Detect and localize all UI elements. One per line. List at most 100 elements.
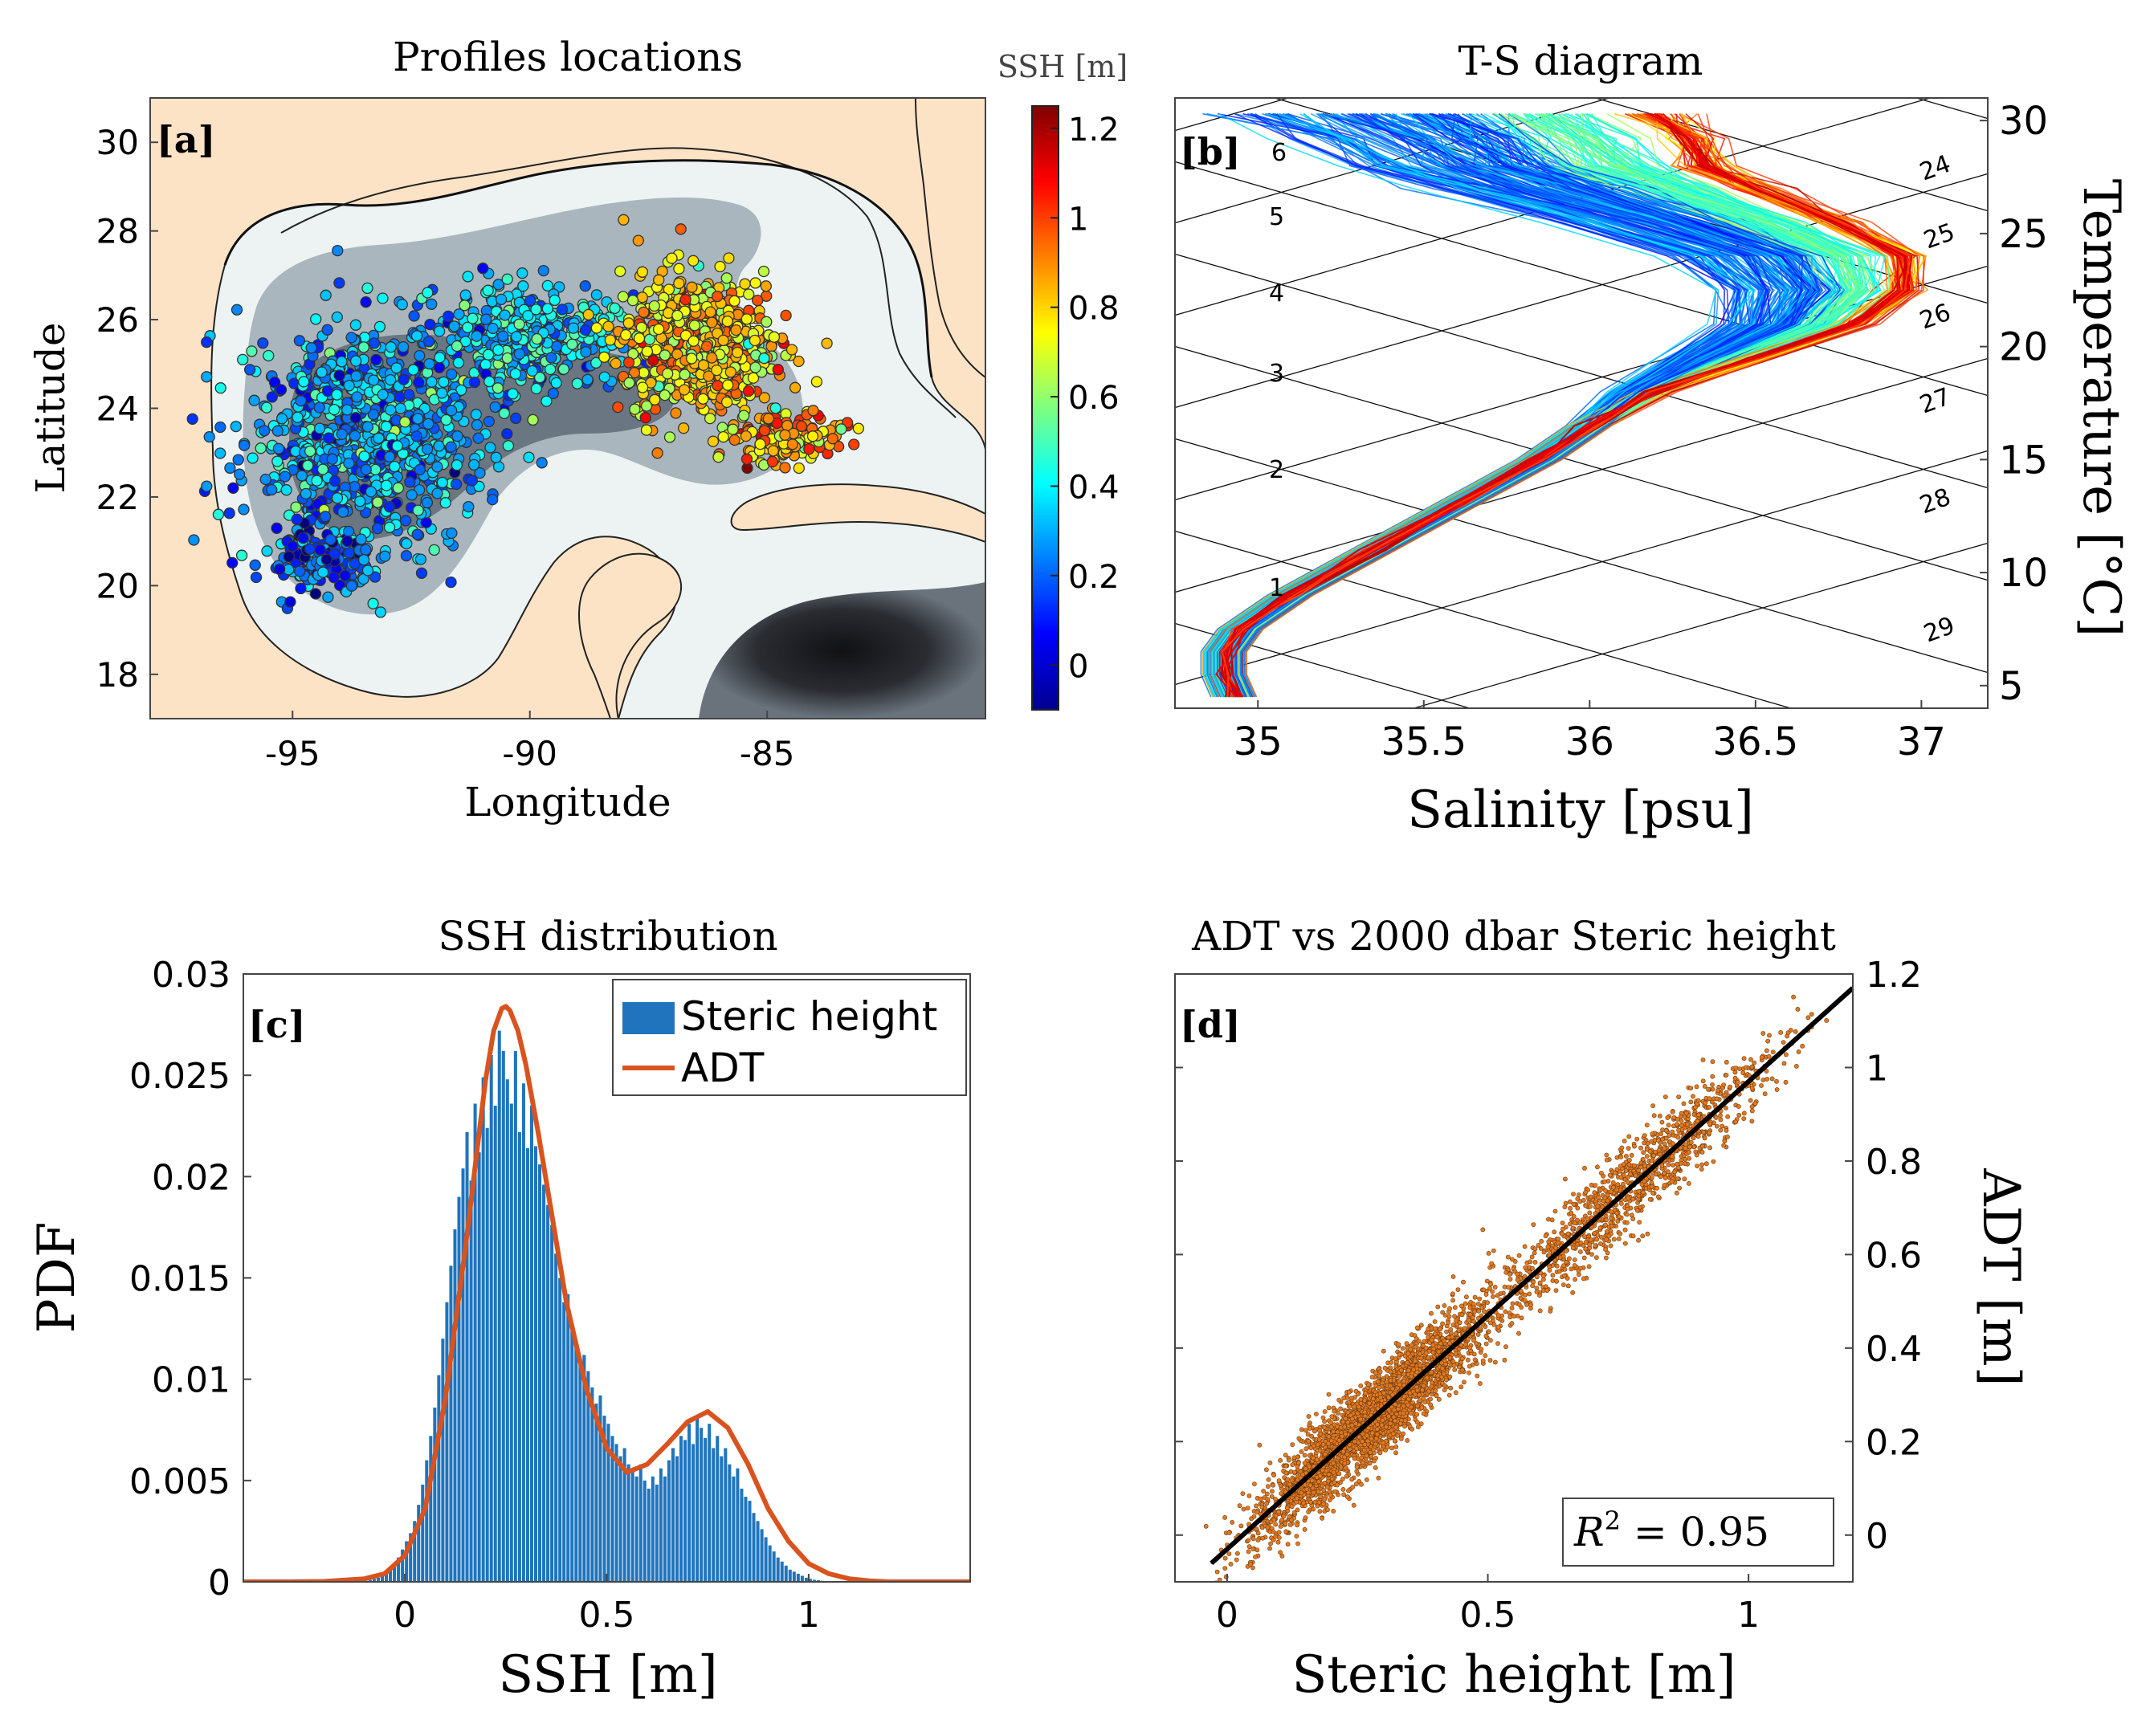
profile-point bbox=[284, 596, 296, 608]
y-tick-label: 25 bbox=[1999, 212, 2048, 257]
histogram-bar bbox=[626, 1464, 630, 1582]
scatter-point bbox=[1402, 1424, 1407, 1429]
profile-point bbox=[406, 489, 418, 501]
profile-point bbox=[467, 312, 479, 324]
x-tick-label: 0 bbox=[394, 1595, 416, 1636]
histogram-bar bbox=[804, 1577, 808, 1582]
profile-point bbox=[304, 445, 316, 458]
histogram-bar bbox=[712, 1448, 716, 1582]
scatter-point bbox=[1440, 1310, 1446, 1315]
histogram-bar bbox=[441, 1339, 445, 1582]
profile-point bbox=[360, 296, 372, 308]
scatter-point bbox=[1350, 1485, 1356, 1489]
profile-point bbox=[361, 282, 373, 295]
profile-point bbox=[728, 434, 740, 446]
scatter-point bbox=[1290, 1442, 1295, 1447]
scatter-point bbox=[1484, 1278, 1490, 1284]
profile-point bbox=[712, 451, 724, 463]
profile-point bbox=[720, 396, 733, 409]
isopycnal-line bbox=[1175, 530, 1793, 708]
profile-point bbox=[372, 496, 384, 508]
profile-point bbox=[579, 324, 592, 336]
profile-point bbox=[641, 345, 654, 357]
panel-a-coastline bbox=[223, 159, 933, 378]
profile-point bbox=[492, 344, 504, 357]
histogram-bar bbox=[594, 1403, 598, 1582]
profile-point bbox=[848, 438, 860, 450]
profile-point bbox=[482, 348, 495, 361]
profile-point bbox=[666, 252, 678, 264]
scatter-point bbox=[1588, 1204, 1593, 1209]
scatter-point bbox=[1490, 1289, 1495, 1294]
profile-point bbox=[523, 451, 535, 463]
histogram-bar bbox=[465, 1131, 469, 1582]
scatter-point bbox=[1718, 1113, 1723, 1119]
profile-point bbox=[422, 287, 434, 299]
profile-point bbox=[547, 387, 560, 400]
histogram-bar bbox=[529, 1106, 533, 1582]
profile-point bbox=[383, 450, 396, 463]
profile-point bbox=[513, 318, 525, 330]
histogram-bar bbox=[776, 1557, 780, 1582]
panel-b-title: T-S diagram bbox=[1458, 38, 1703, 84]
profile-point bbox=[510, 412, 522, 425]
profile-point bbox=[328, 572, 340, 584]
scatter-point bbox=[1265, 1497, 1271, 1502]
scatter-point bbox=[1492, 1359, 1498, 1365]
profile-point bbox=[322, 432, 335, 444]
profile-point bbox=[259, 473, 271, 486]
profile-point bbox=[712, 380, 724, 392]
scatter-point bbox=[1604, 1157, 1609, 1163]
profile-point bbox=[381, 479, 393, 491]
profile-point bbox=[474, 467, 486, 479]
profile-point bbox=[679, 329, 692, 341]
profile-point bbox=[697, 393, 709, 405]
profile-point bbox=[762, 413, 774, 425]
histogram-bar bbox=[792, 1571, 796, 1582]
histogram-bar bbox=[473, 1103, 477, 1582]
scatter-point bbox=[1582, 1234, 1587, 1239]
isopycnal-label: 24 bbox=[1916, 150, 1955, 187]
profile-point bbox=[480, 313, 492, 325]
isopycnal-label: 25 bbox=[1920, 218, 1959, 255]
scatter-point bbox=[1477, 1296, 1483, 1302]
histogram-bar bbox=[389, 1569, 393, 1582]
scatter-point bbox=[1314, 1412, 1319, 1416]
profile-point bbox=[571, 377, 583, 389]
scatter-point bbox=[1611, 1237, 1617, 1242]
profile-point bbox=[487, 322, 499, 335]
profile-point bbox=[517, 280, 529, 292]
profile-point bbox=[365, 486, 377, 498]
profile-point bbox=[484, 442, 496, 454]
histogram-bar bbox=[744, 1497, 748, 1582]
scatter-point bbox=[1213, 1583, 1217, 1587]
y-tick-label: 0 bbox=[208, 1563, 230, 1604]
profile-point bbox=[852, 422, 865, 434]
profile-point bbox=[337, 506, 349, 518]
profile-point bbox=[230, 304, 243, 316]
profile-point bbox=[343, 547, 355, 559]
profile-point bbox=[408, 310, 420, 322]
isopycnal-left-label: 2 bbox=[1269, 456, 1284, 484]
histogram-bar bbox=[647, 1488, 651, 1582]
profile-point bbox=[397, 340, 410, 353]
profile-point bbox=[793, 355, 805, 368]
profile-point bbox=[740, 313, 753, 325]
profile-point bbox=[385, 404, 397, 416]
profile-point bbox=[659, 389, 671, 401]
scatter-point bbox=[1278, 1457, 1283, 1463]
profile-point bbox=[422, 418, 434, 430]
panel-a-title: Profiles locations bbox=[393, 34, 743, 80]
profile-point bbox=[712, 290, 724, 303]
scatter-point bbox=[1651, 1113, 1657, 1119]
profile-point bbox=[780, 309, 792, 322]
scatter-point bbox=[1283, 1453, 1288, 1457]
isopycnal-left-label: 5 bbox=[1269, 203, 1284, 231]
panel-a-cuba bbox=[730, 483, 985, 544]
profile-point bbox=[510, 331, 523, 343]
profile-point bbox=[459, 289, 471, 301]
profile-point bbox=[467, 458, 480, 471]
scatter-point bbox=[1461, 1279, 1466, 1285]
